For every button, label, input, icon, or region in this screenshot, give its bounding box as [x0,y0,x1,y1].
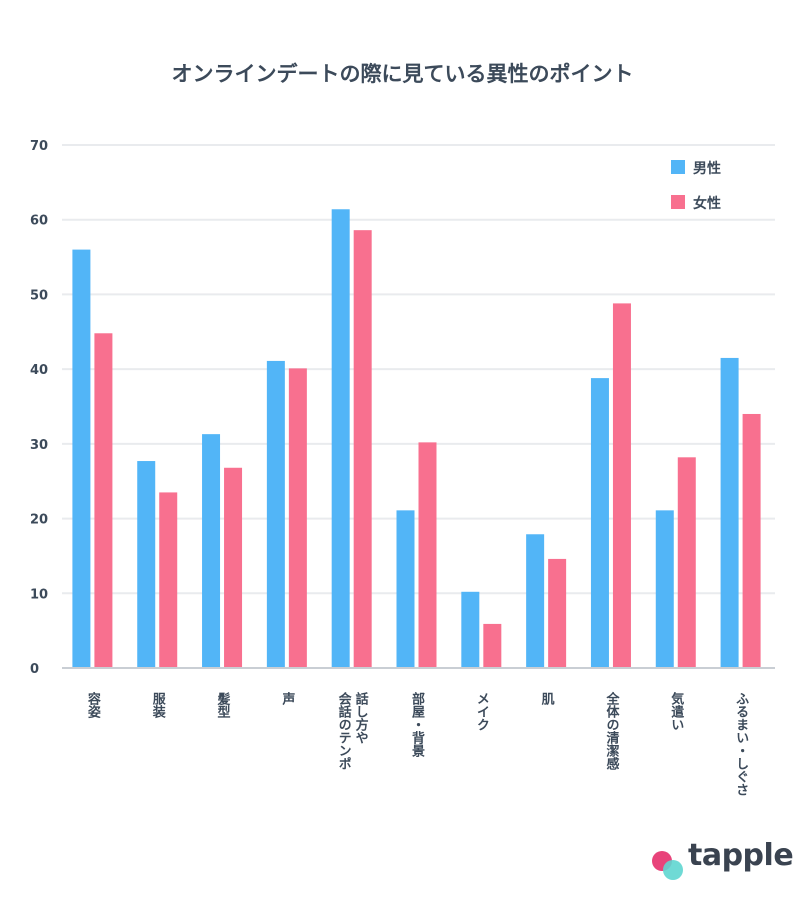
x-tick-label: 肌 [539,692,555,706]
y-tick-label: 0 [30,662,39,677]
x-tick-label: 話し方や [353,691,369,744]
chart-title: オンラインデートの際に見ている異性のポイント [171,62,634,86]
bar-male-1 [137,461,156,668]
x-tick-label: 全体の清潔感 [603,691,620,771]
bar-male-9 [655,510,674,668]
legend-swatch-female [671,195,685,209]
y-tick-label: 60 [30,214,48,229]
bar-female-6 [483,623,502,668]
bar-female-8 [612,303,631,668]
bar-male-7 [526,534,545,668]
y-tick-label: 40 [30,363,48,378]
bar-male-2 [202,434,221,668]
x-tick-label: 容姿 [85,691,102,719]
y-tick-label: 10 [30,587,48,602]
bar-female-5 [418,442,437,668]
x-tick-label: 服装 [150,692,167,719]
y-tick-label: 50 [30,288,48,303]
bar-male-4 [331,209,350,669]
bar-female-4 [353,230,372,668]
y-tick-label: 30 [30,438,48,453]
bar-male-3 [266,360,285,668]
bar-female-9 [677,457,696,668]
logo-dot-teal [663,860,683,880]
x-tick-label: 髪型 [215,691,232,718]
bar-male-10 [720,357,739,668]
bar-female-0 [94,333,113,668]
brand-name: tapple [688,838,794,873]
bar-male-0 [72,249,91,668]
x-tick-label: 声 [279,691,296,706]
bar-female-3 [288,368,307,668]
bar-male-6 [461,591,480,668]
x-tick-label: メイク [474,692,490,731]
bar-female-2 [224,467,243,668]
x-tick-label: 気遣い [668,691,684,731]
bars-layer [72,209,761,669]
legend-swatch-male [671,160,685,174]
x-tick-label: 会話のテンポ [336,691,352,770]
y-tick-label: 70 [30,139,48,154]
bar-female-1 [159,492,178,668]
bar-female-10 [742,413,761,668]
x-tick-label: 部屋・背景 [409,691,425,758]
bar-male-8 [590,378,609,668]
y-tick-label: 20 [30,513,48,528]
x-tick-label: ふるまい・しぐさ [733,692,749,796]
bar-female-7 [548,558,567,668]
bar-male-5 [396,510,415,668]
legend-label-male: 男性 [693,160,721,177]
tapple-logo: tapple [650,838,800,888]
legend-label-female: 女性 [693,195,721,212]
